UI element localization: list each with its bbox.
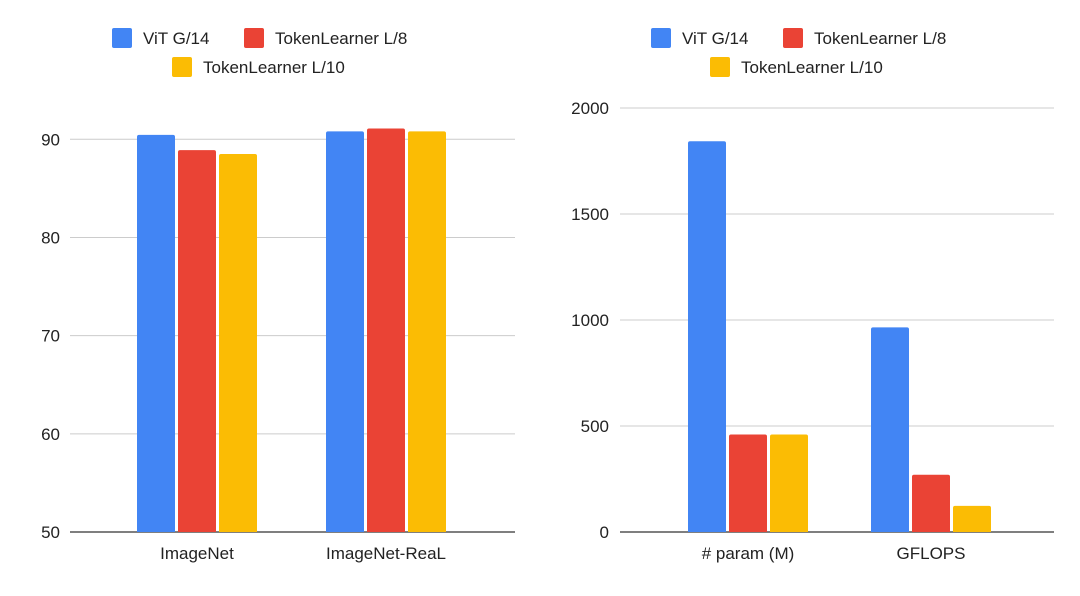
- accuracy-bar-3-2: [408, 131, 446, 532]
- accuracy-y-tick-label: 60: [41, 425, 60, 444]
- cost-y-tick-label: 500: [581, 417, 609, 436]
- accuracy-legend-label: TokenLearner L/10: [203, 58, 345, 77]
- cost-bar-2-1: [729, 434, 767, 532]
- accuracy-bar-3-1: [219, 154, 257, 532]
- cost-legend-label: TokenLearner L/10: [741, 58, 883, 77]
- accuracy-chart: 50 60 70 80 90 ImageNet ImageNet-ReaL ViT G/14 T…: [0, 0, 540, 591]
- accuracy-legend-swatch: [244, 28, 264, 48]
- cost-y-tick-label: 2000: [571, 99, 609, 118]
- cost-chart: 0 500 1000 1500 2000 # param (M) GFLOPS ViT G/1…: [540, 0, 1080, 591]
- cost-bar-3-1: [770, 434, 808, 532]
- cost-bar-1-2: [871, 327, 909, 532]
- cost-category-label: GFLOPS: [897, 544, 966, 563]
- cost-legend-swatch: [651, 28, 671, 48]
- accuracy-category-label: ImageNet: [160, 544, 234, 563]
- cost-legend-swatch: [783, 28, 803, 48]
- accuracy-y-tick-label: 70: [41, 327, 60, 346]
- accuracy-legend-label: TokenLearner L/8: [275, 29, 407, 48]
- cost-chart-svg: 0 500 1000 1500 2000 # param (M) GFLOPS ViT G/1…: [571, 28, 1054, 563]
- cost-bar-3-2: [953, 505, 991, 532]
- cost-category-label: # param (M): [702, 544, 795, 563]
- accuracy-y-tick-label: 90: [41, 130, 60, 149]
- accuracy-y-tick-label: 80: [41, 228, 60, 247]
- accuracy-legend-label: ViT G/14: [143, 29, 209, 48]
- cost-legend-label: ViT G/14: [682, 29, 748, 48]
- cost-bar-1-1: [688, 141, 726, 532]
- cost-legend-label: TokenLearner L/8: [814, 29, 946, 48]
- accuracy-bar-2-1: [178, 150, 216, 532]
- accuracy-bar-2-2: [367, 128, 405, 533]
- accuracy-chart-svg: 50 60 70 80 90 ImageNet ImageNet-ReaL ViT G/14 T…: [41, 28, 515, 563]
- accuracy-category-label: ImageNet-ReaL: [326, 544, 446, 563]
- cost-y-tick-label: 1500: [571, 205, 609, 224]
- accuracy-legend-swatch: [112, 28, 132, 48]
- accuracy-legend-swatch: [172, 57, 192, 77]
- accuracy-bar-1-1: [137, 134, 175, 532]
- cost-y-tick-label: 1000: [571, 311, 609, 330]
- cost-y-tick-label: 0: [600, 523, 609, 542]
- cost-legend-swatch: [710, 57, 730, 77]
- cost-bar-2-2: [912, 474, 950, 532]
- accuracy-bar-1-2: [326, 131, 364, 532]
- accuracy-y-tick-label: 50: [41, 523, 60, 542]
